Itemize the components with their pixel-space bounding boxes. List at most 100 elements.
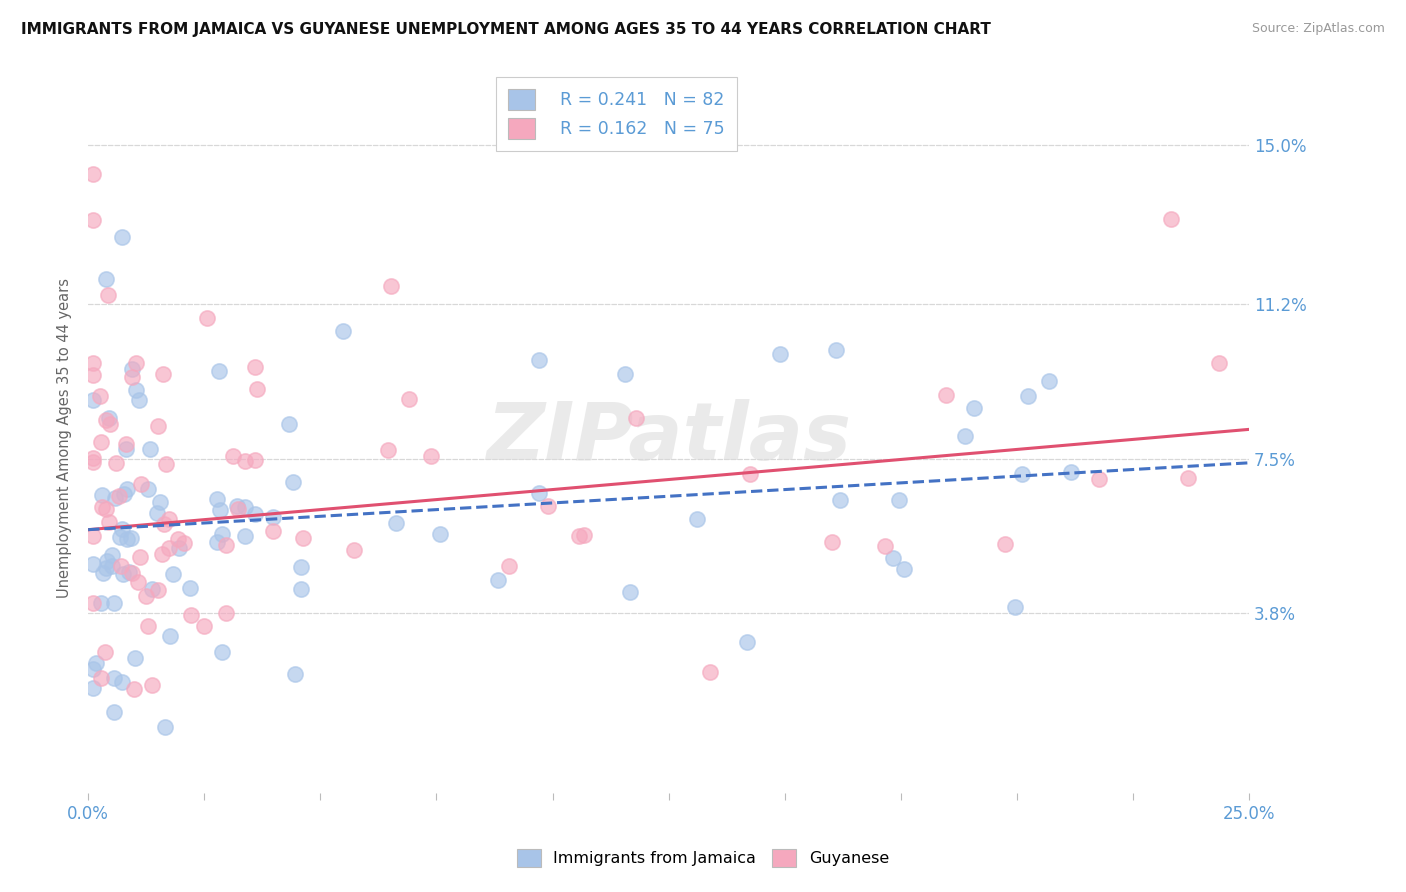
Point: [82, 662, 104, 676]
Point: [226, 499, 249, 513]
Point: [115, 532, 138, 546]
Point: [112, 487, 135, 501]
Point: [205, 491, 228, 506]
Point: [101, 548, 124, 562]
Point: [98, 411, 121, 425]
Point: [246, 382, 269, 396]
Point: [93, 645, 115, 659]
Point: [173, 535, 195, 549]
Point: [82, 213, 104, 227]
Point: [245, 508, 267, 522]
Point: [155, 719, 177, 733]
Point: [419, 449, 441, 463]
Point: [127, 575, 149, 590]
Point: [141, 582, 163, 596]
Point: [278, 417, 301, 432]
Point: [112, 566, 135, 581]
Point: [124, 681, 146, 696]
Point: [90, 488, 112, 502]
Point: [737, 635, 759, 649]
Point: [82, 168, 104, 182]
Point: [245, 360, 267, 375]
Point: [613, 367, 636, 381]
Point: [155, 457, 177, 471]
Point: [486, 573, 509, 587]
Point: [121, 566, 143, 581]
Point: [152, 368, 174, 382]
Point: [103, 671, 125, 685]
Point: [103, 596, 125, 610]
Point: [377, 442, 399, 457]
Point: [167, 533, 190, 547]
Point: [1038, 374, 1060, 388]
Point: [824, 343, 846, 357]
Point: [105, 457, 128, 471]
Point: [290, 582, 312, 596]
Point: [96, 554, 118, 568]
Point: [398, 392, 420, 406]
Point: [215, 606, 238, 620]
Point: [120, 531, 142, 545]
Point: [89, 389, 111, 403]
Point: [222, 449, 245, 463]
Point: [82, 529, 104, 543]
Point: [90, 596, 112, 610]
Point: [82, 368, 104, 382]
Point: [207, 534, 229, 549]
Point: [162, 566, 184, 581]
Y-axis label: Unemployment Among Ages 35 to 44 years: Unemployment Among Ages 35 to 44 years: [58, 277, 72, 598]
Point: [149, 494, 172, 508]
Point: [111, 230, 134, 244]
Point: [139, 442, 162, 456]
Point: [955, 428, 977, 442]
Text: Source: ZipAtlas.com: Source: ZipAtlas.com: [1251, 22, 1385, 36]
Point: [1160, 212, 1182, 227]
Point: [118, 566, 141, 580]
Point: [159, 628, 181, 642]
Point: [82, 557, 104, 571]
Point: [104, 491, 127, 505]
Point: [82, 450, 104, 465]
Point: [114, 437, 136, 451]
Point: [152, 547, 174, 561]
Point: [98, 417, 121, 431]
Point: [146, 418, 169, 433]
Point: [893, 561, 915, 575]
Point: [380, 279, 402, 293]
Point: [527, 485, 550, 500]
Legend:   R = 0.241   N = 82,   R = 0.162   N = 75: R = 0.241 N = 82, R = 0.162 N = 75: [495, 77, 737, 152]
Point: [94, 561, 117, 575]
Point: [233, 500, 256, 514]
Point: [889, 493, 911, 508]
Point: [195, 311, 218, 326]
Point: [103, 706, 125, 720]
Point: [994, 537, 1017, 551]
Point: [115, 482, 138, 496]
Point: [141, 678, 163, 692]
Point: [527, 352, 550, 367]
Point: [82, 393, 104, 408]
Point: [686, 512, 709, 526]
Point: [82, 455, 104, 469]
Point: [136, 618, 159, 632]
Point: [498, 559, 520, 574]
Point: [110, 530, 132, 544]
Point: [135, 590, 157, 604]
Point: [94, 272, 117, 286]
Point: [96, 502, 118, 516]
Point: [114, 442, 136, 457]
Point: [94, 413, 117, 427]
Point: [935, 387, 957, 401]
Point: [84, 656, 107, 670]
Point: [124, 384, 146, 398]
Point: [1017, 389, 1039, 403]
Point: [281, 475, 304, 489]
Point: [90, 671, 112, 685]
Point: [157, 541, 180, 555]
Point: [129, 476, 152, 491]
Point: [1004, 600, 1026, 615]
Point: [262, 510, 284, 524]
Point: [97, 516, 120, 530]
Point: [100, 558, 122, 573]
Point: [179, 582, 201, 596]
